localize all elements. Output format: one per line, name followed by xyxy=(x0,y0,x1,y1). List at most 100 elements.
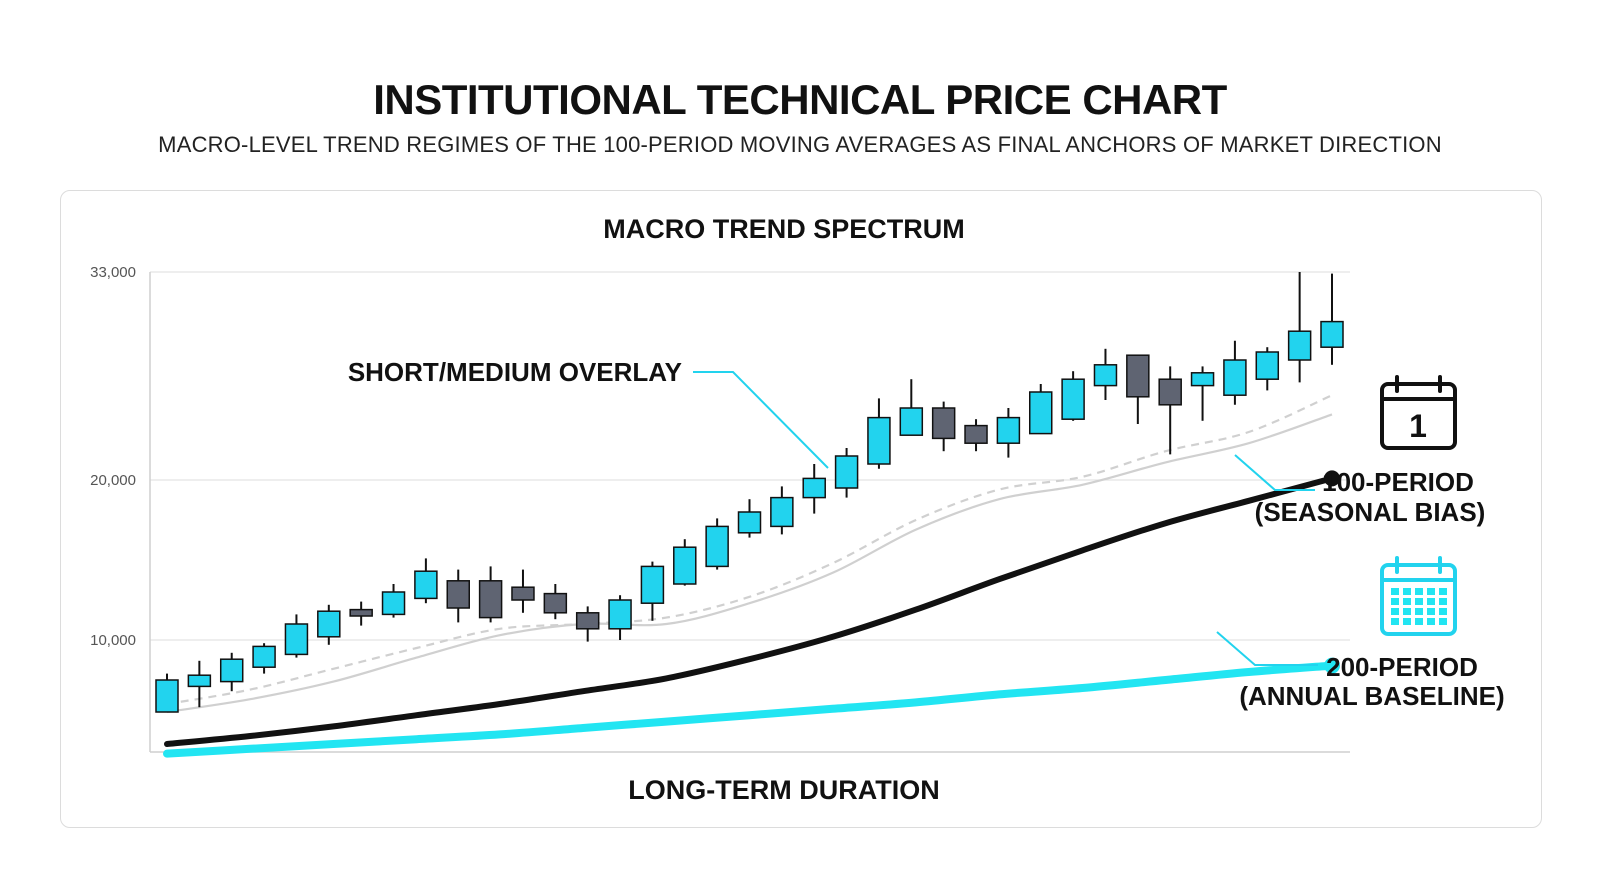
ma-100-line xyxy=(164,475,1335,747)
candle-body xyxy=(349,608,373,617)
candle-body xyxy=(1320,320,1344,348)
ma-200-line xyxy=(163,661,1336,758)
candle xyxy=(705,518,729,570)
chart-title: MACRO TREND SPECTRUM xyxy=(603,214,965,244)
candle-body xyxy=(284,623,309,656)
calendar-cell xyxy=(1403,598,1411,605)
candle xyxy=(931,401,956,452)
candle-body xyxy=(381,591,406,616)
candle-body xyxy=(1190,372,1215,387)
candle xyxy=(1287,272,1312,383)
calendar-cell xyxy=(1439,588,1447,595)
ma200-sublabel: (ANNUAL BASELINE) xyxy=(1239,681,1504,711)
candle-body xyxy=(1255,351,1280,380)
candle-body xyxy=(834,455,859,489)
calendar-cell xyxy=(1427,618,1435,625)
candle xyxy=(964,419,988,452)
ma-200-endpoint xyxy=(1324,657,1340,674)
candle-body xyxy=(155,679,179,713)
calendar-cell xyxy=(1439,598,1447,605)
candle-body xyxy=(187,674,212,688)
candle xyxy=(317,604,341,645)
candle-body xyxy=(673,546,697,585)
calendar-cell xyxy=(1403,618,1411,625)
ma200-label: 200-PERIOD xyxy=(1326,652,1478,682)
candle xyxy=(899,379,924,436)
candle xyxy=(1158,366,1182,455)
candle-body xyxy=(1223,359,1247,396)
candle-body xyxy=(543,592,568,614)
candle xyxy=(834,448,859,498)
y-tick-label: 33,000 xyxy=(90,264,136,281)
candle xyxy=(996,408,1021,458)
ma100-sublabel: (SEASONAL BIAS) xyxy=(1255,497,1486,527)
candle-body xyxy=(705,525,729,568)
ma-100-endpoint xyxy=(1324,470,1340,487)
candle-body xyxy=(608,599,632,630)
candle-body xyxy=(737,511,762,534)
ma200-leader-line xyxy=(1216,631,1318,666)
candle-body xyxy=(931,407,956,440)
overlay-lines xyxy=(166,394,1333,714)
calendar-cell xyxy=(1415,618,1423,625)
candle-body xyxy=(996,416,1021,444)
calendar-cell xyxy=(1391,598,1399,605)
candle-body xyxy=(1287,330,1312,361)
candle xyxy=(252,643,276,674)
moving-averages xyxy=(163,470,1340,758)
calendar-cell xyxy=(1427,588,1435,595)
candle xyxy=(1223,340,1247,405)
candle xyxy=(1093,348,1118,400)
candle xyxy=(349,601,373,626)
candle-body xyxy=(899,407,924,436)
candles xyxy=(155,272,1344,713)
candle-body xyxy=(1158,378,1182,406)
candle xyxy=(640,561,665,621)
candle xyxy=(446,569,470,623)
calendar-cell xyxy=(1439,618,1447,625)
candle xyxy=(284,614,309,658)
candle xyxy=(219,652,244,692)
calendar-cell xyxy=(1391,588,1399,595)
page-title: INSTITUTIONAL TECHNICAL PRICE CHART xyxy=(373,76,1227,123)
candle xyxy=(867,398,891,469)
axis-layer: 10,000 20,000 33,000 xyxy=(90,264,1350,753)
candle-body xyxy=(802,477,826,499)
candle xyxy=(1061,371,1085,421)
candle xyxy=(1190,366,1215,421)
candle-body xyxy=(964,424,988,444)
candle-body xyxy=(219,658,244,683)
overlay-annotation: SHORT/MEDIUM OVERLAY xyxy=(348,357,682,387)
grid-layer xyxy=(150,271,1350,641)
candle-body xyxy=(478,580,503,619)
calendar-cell xyxy=(1427,598,1435,605)
candle-body xyxy=(414,570,438,600)
candle-body xyxy=(867,416,891,465)
y-tick-label: 20,000 xyxy=(90,472,136,489)
page-subtitle: MACRO-LEVEL TREND REGIMES OF THE 100-PER… xyxy=(158,132,1442,157)
candle xyxy=(575,606,600,642)
calendar-cell xyxy=(1427,608,1435,615)
candle-body xyxy=(511,586,535,601)
overlay-leader-line xyxy=(693,371,829,469)
candle-body xyxy=(575,612,600,630)
candle xyxy=(381,584,406,618)
candle xyxy=(1126,354,1150,424)
y-tick-label: 10,000 xyxy=(90,632,136,649)
overlay-solid-line xyxy=(166,413,1333,714)
calendar-cell xyxy=(1391,608,1399,615)
candle-body xyxy=(1029,391,1053,435)
candle xyxy=(673,539,697,586)
candle xyxy=(414,558,438,604)
candle-body xyxy=(1061,378,1085,420)
calendar-month-icon xyxy=(1380,556,1457,636)
candle-body xyxy=(252,645,276,668)
candle-body xyxy=(770,496,794,528)
calendar-cell xyxy=(1403,608,1411,615)
candle-body xyxy=(1093,364,1118,387)
calendar-cell xyxy=(1415,608,1423,615)
calendar-cell xyxy=(1391,618,1399,625)
candle-body xyxy=(640,565,665,604)
candle xyxy=(802,464,826,514)
